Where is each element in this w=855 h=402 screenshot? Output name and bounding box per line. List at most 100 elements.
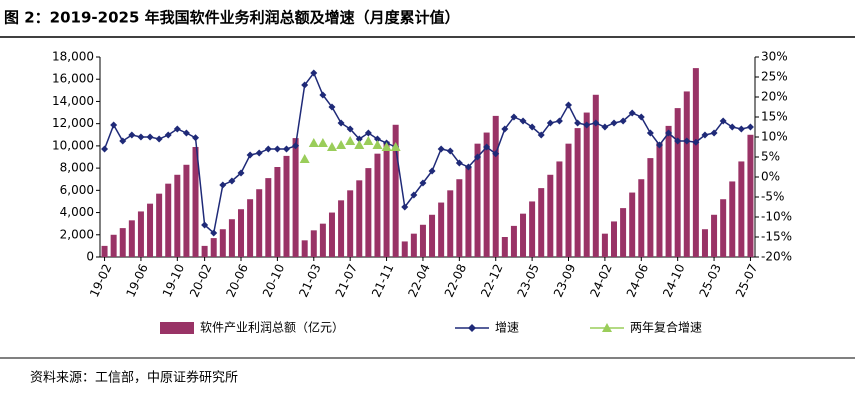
growth-marker — [264, 145, 272, 153]
growth-marker — [128, 131, 136, 139]
growth-marker — [319, 91, 327, 99]
growth-marker — [237, 169, 245, 177]
y-tick-label: 14,000 — [52, 94, 94, 108]
bar — [119, 228, 126, 257]
bar — [647, 158, 654, 257]
bar — [219, 229, 226, 257]
x-tick-label: 25-03 — [697, 262, 724, 300]
bar — [338, 200, 345, 257]
bar — [692, 68, 699, 257]
growth-marker — [137, 133, 145, 141]
bar — [465, 167, 472, 257]
triangle-marker — [317, 138, 328, 147]
growth-marker — [583, 121, 591, 129]
bar — [392, 124, 399, 258]
bar — [365, 168, 372, 257]
growth-marker — [619, 117, 627, 125]
bar — [256, 189, 263, 257]
triangle-marker — [336, 140, 347, 149]
growth-marker — [337, 119, 345, 127]
bar — [201, 245, 208, 257]
bar — [228, 219, 235, 257]
bar — [429, 214, 436, 257]
y-tick-label: 2,000 — [60, 227, 94, 241]
growth-marker — [737, 125, 745, 133]
bar — [474, 143, 481, 257]
growth-marker — [692, 138, 700, 146]
growth-marker — [474, 153, 482, 161]
growth-marker — [574, 119, 582, 127]
bar — [101, 245, 108, 257]
bar — [701, 229, 708, 257]
y-tick-label: 0 — [86, 250, 94, 264]
growth-marker — [483, 143, 491, 151]
bar — [137, 211, 144, 257]
growth-line — [103, 71, 751, 235]
growth-marker — [746, 123, 754, 131]
growth-marker — [637, 113, 645, 121]
triangle-marker — [326, 142, 337, 151]
triangle-marker — [308, 138, 319, 147]
bar — [592, 94, 599, 258]
bar — [328, 212, 335, 257]
y2-tick-label: 25% — [761, 70, 788, 84]
y-tick-label: 10,000 — [52, 138, 94, 152]
growth-marker — [528, 123, 536, 131]
growth-marker — [492, 150, 500, 158]
y-tick-label: 4,000 — [60, 205, 94, 219]
y2-tick-label: 20% — [761, 90, 788, 104]
x-tick-label: 22-12 — [478, 262, 505, 300]
legend-swatch — [160, 322, 194, 334]
growth-marker — [437, 145, 445, 153]
x-tick-label: 25-07 — [733, 262, 760, 300]
y2-tick-label: 0% — [761, 170, 780, 184]
y2-tick-label: -5% — [761, 190, 784, 204]
x-tick-label: 21-03 — [296, 262, 323, 300]
triangle-marker — [299, 154, 310, 163]
growth-marker — [674, 137, 682, 145]
bar — [156, 193, 163, 257]
bar — [319, 223, 326, 257]
bar — [301, 240, 308, 257]
growth-marker — [255, 149, 263, 157]
growth-marker — [628, 109, 636, 117]
bar — [729, 181, 736, 257]
bar — [629, 192, 636, 257]
growth-marker — [310, 69, 318, 77]
growth-marker — [219, 181, 227, 189]
growth-marker — [173, 125, 181, 133]
y2-tick-label: 5% — [761, 150, 780, 164]
bar — [401, 241, 408, 257]
growth-marker — [364, 129, 372, 137]
x-tick-label: 19-06 — [123, 262, 150, 300]
y-tick-label: 8,000 — [60, 161, 94, 175]
x-tick-label: 23-09 — [551, 262, 578, 300]
growth-marker — [101, 145, 109, 153]
growth-marker — [182, 129, 190, 137]
bar — [583, 112, 590, 257]
bar — [383, 141, 390, 257]
growth-marker — [683, 137, 691, 145]
bar — [610, 221, 617, 257]
x-tick-label: 20-02 — [187, 262, 214, 300]
x-tick-label: 19-02 — [87, 262, 114, 300]
growth-marker — [373, 135, 381, 143]
growth-marker — [146, 133, 154, 141]
growth-marker — [719, 117, 727, 125]
y-tick-label: 18,000 — [52, 50, 94, 64]
bar — [265, 178, 272, 257]
growth-marker — [665, 129, 673, 137]
growth-marker — [428, 167, 436, 175]
bar — [183, 164, 190, 257]
bar — [492, 115, 499, 257]
growth-marker — [355, 135, 363, 143]
bar — [238, 209, 245, 257]
growth-marker — [510, 113, 518, 121]
bar — [374, 153, 381, 257]
x-tick-label: 23-05 — [515, 262, 542, 300]
x-tick-label: 20-06 — [223, 262, 250, 300]
growth-marker — [201, 221, 209, 229]
growth-marker — [565, 101, 573, 109]
bar — [483, 132, 490, 257]
